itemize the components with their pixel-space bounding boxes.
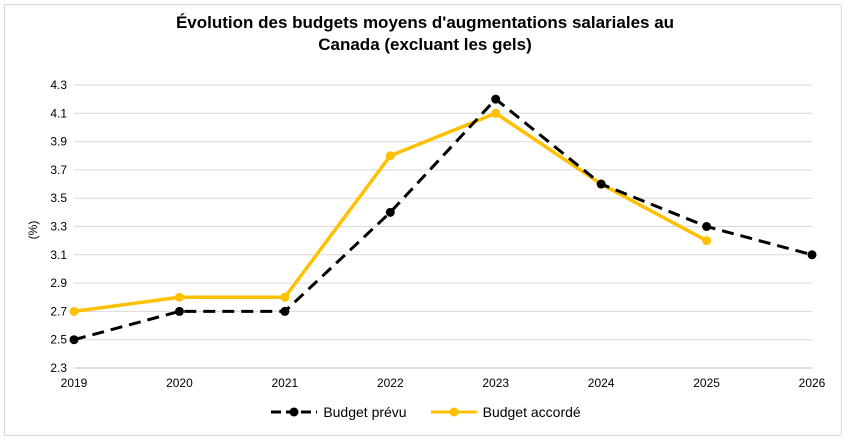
chart-title-line-1: Évolution des budgets moyens d'augmentat… [175, 13, 675, 32]
gridlines [74, 84, 812, 369]
data-point [491, 108, 501, 118]
data-point [69, 306, 79, 316]
y-axis-label: (%) [26, 221, 40, 240]
y-tick-label: 2.9 [50, 276, 67, 290]
x-tick-label: 2023 [482, 376, 509, 390]
data-point [702, 222, 712, 231]
legend-item-budget-prevu: Budget prévu [269, 404, 407, 420]
legend: Budget prévu Budget accordé [0, 404, 850, 420]
legend-label: Budget accordé [482, 404, 581, 420]
x-tick-labels: 2019 2020 2021 2022 2023 2024 2025 2026 [61, 376, 826, 390]
data-point [385, 207, 395, 217]
series-line-budget-prevu [73, 97, 813, 342]
chart-title: Évolution des budgets moyens d'augmentat… [0, 12, 850, 56]
y-tick-label: 3.5 [50, 191, 67, 205]
y-tick-label: 2.5 [50, 333, 67, 347]
data-point [702, 236, 712, 246]
data-point [491, 94, 501, 104]
legend-item-budget-accorde: Budget accordé [429, 404, 581, 420]
x-tick-label: 2025 [693, 376, 720, 390]
y-tick-label: 2.3 [50, 361, 67, 375]
data-point [69, 335, 79, 345]
y-tick-label: 4.1 [50, 106, 67, 120]
y-tick-label: 4.3 [50, 78, 67, 92]
legend-label: Budget prévu [323, 404, 407, 420]
y-tick-label: 3.3 [50, 220, 67, 234]
x-tick-label: 2021 [272, 376, 299, 390]
data-point [807, 250, 817, 260]
x-tick-label: 2022 [377, 376, 404, 390]
legend-swatch [430, 407, 477, 417]
series-points [69, 94, 817, 345]
y-tick-labels: 2.3 2.5 2.7 2.9 3.1 3.3 3.5 3.7 3.9 4.1 4.3 [50, 78, 67, 375]
data-point [596, 179, 606, 189]
y-tick-label: 3.9 [50, 135, 67, 149]
series-lines [73, 97, 813, 342]
y-tick-label: 3.7 [50, 163, 67, 177]
chart-frame [4, 4, 842, 436]
data-point [174, 306, 184, 316]
x-tick-label: 2019 [61, 376, 88, 390]
x-tick-label: 2024 [588, 376, 615, 390]
data-point [280, 306, 290, 316]
data-point [174, 292, 184, 302]
y-tick-label: 2.7 [50, 304, 67, 318]
legend-swatch [271, 407, 318, 417]
data-point [280, 292, 290, 302]
x-tick-label: 2026 [799, 376, 826, 390]
chart-title-line-2: Canada (excluant les gels) [318, 35, 532, 54]
x-tick-label: 2020 [166, 376, 193, 390]
data-point [385, 151, 395, 161]
y-tick-label: 3.1 [50, 248, 67, 262]
